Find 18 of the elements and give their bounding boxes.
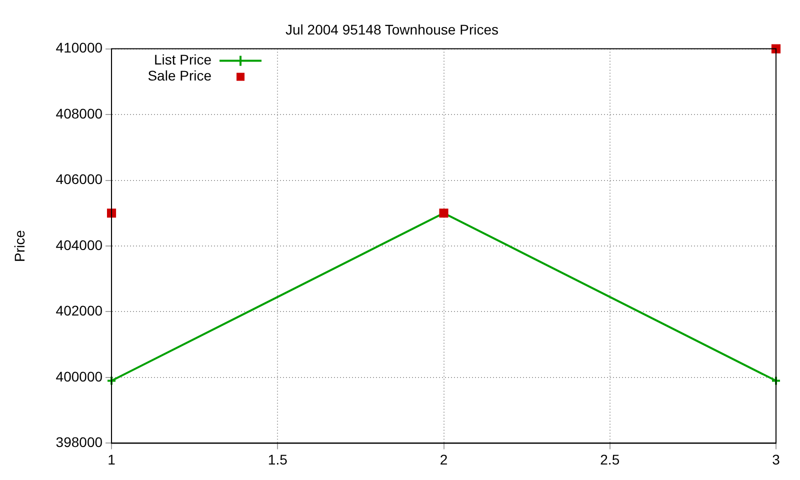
- y-tick-label: 410000: [56, 40, 103, 56]
- legend-label: Sale Price: [148, 68, 212, 84]
- y-tick-label: 402000: [56, 302, 103, 319]
- y-tick-label: 404000: [56, 236, 103, 253]
- y-axis-title: Price: [11, 230, 28, 262]
- y-tick-label: 398000: [56, 434, 103, 450]
- legend-label: List Price: [154, 52, 212, 68]
- y-tick-label: 400000: [56, 368, 103, 384]
- x-tick-label: 1: [108, 451, 116, 468]
- x-tick-label: 2.5: [600, 451, 620, 468]
- x-tick-label: 1.5: [268, 451, 288, 468]
- point: [106, 208, 116, 218]
- y-tick-label: 406000: [56, 171, 103, 188]
- x-tick-label: 2: [440, 451, 448, 468]
- y-tick-label: 408000: [56, 105, 103, 122]
- x-tick-label: 3: [772, 451, 780, 468]
- chart-title: Jul 2004 95148 Townhouse Prices: [285, 21, 499, 38]
- point: [771, 44, 781, 54]
